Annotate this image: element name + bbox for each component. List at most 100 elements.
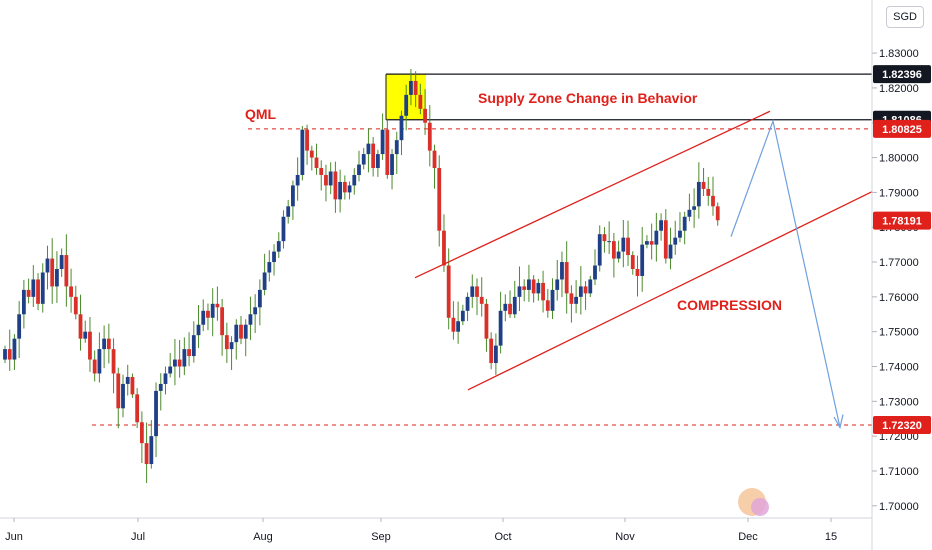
candle-body — [253, 307, 258, 315]
candle-body — [135, 394, 140, 423]
candle-body — [583, 286, 588, 294]
candle-body — [295, 174, 300, 186]
candle-body — [215, 303, 220, 308]
candle-body — [182, 349, 187, 367]
candle-body — [564, 262, 569, 294]
candle-body — [711, 195, 715, 207]
candle-body — [682, 216, 687, 231]
candle-body — [432, 150, 437, 169]
candle-body — [602, 234, 607, 242]
candle-body — [64, 255, 69, 287]
candle-body — [597, 234, 602, 266]
candle-body — [347, 185, 352, 193]
candle-body — [116, 373, 121, 409]
y-tick-label: 1.75000 — [879, 327, 919, 339]
candle-body — [88, 331, 92, 360]
projection-line — [730, 118, 841, 428]
candle-body — [380, 129, 385, 155]
candle-body — [73, 296, 78, 315]
candle-body — [319, 168, 324, 175]
candle-body — [31, 279, 36, 297]
candle-body — [69, 286, 73, 297]
candle-body — [352, 174, 357, 186]
y-tick-label: 1.74000 — [879, 362, 919, 374]
candle-body — [276, 241, 281, 252]
candle-body — [357, 164, 361, 175]
candle-body — [78, 314, 83, 339]
y-tick-label: 1.73000 — [879, 396, 919, 408]
candle-body — [234, 324, 239, 343]
candle-body — [616, 251, 621, 259]
candle-body — [300, 129, 305, 175]
candle-body — [479, 296, 484, 304]
candle-body — [106, 338, 111, 350]
candle-body — [536, 282, 541, 294]
candle-body — [512, 296, 517, 315]
candle-body — [541, 282, 545, 301]
candle-body — [654, 230, 659, 245]
candle-body — [173, 359, 177, 367]
candle-body — [621, 237, 626, 252]
candle-body — [578, 286, 583, 297]
y-tick-label: 1.83000 — [879, 48, 919, 60]
time-axis[interactable]: Jun Jul Aug Sep Oct Nov Dec 15 — [0, 517, 872, 543]
candle-body — [630, 255, 635, 270]
candle-body — [550, 289, 555, 311]
candle-body — [144, 443, 149, 465]
candle-body — [715, 206, 720, 221]
candle-body — [17, 314, 22, 339]
candle-body — [262, 272, 267, 290]
candle-body — [399, 115, 404, 141]
candle-body — [451, 317, 456, 332]
candle-body — [12, 338, 17, 360]
x-tick-label: Aug — [253, 531, 273, 543]
candle-body — [678, 230, 682, 238]
candle-body — [508, 303, 512, 315]
price-badge-label: 1.82396 — [882, 69, 922, 81]
candle-body — [503, 303, 508, 311]
y-tick-label: 1.80000 — [879, 153, 919, 165]
candle-body — [366, 143, 371, 155]
price-badge-label: 1.78191 — [882, 216, 922, 228]
y-tick-label: 1.72000 — [879, 431, 919, 443]
x-tick-label: Sep — [371, 531, 391, 543]
candle-body — [21, 289, 26, 315]
candle-body — [309, 150, 314, 158]
candle-body — [36, 279, 40, 304]
candle-body — [645, 241, 649, 245]
candle-body — [220, 307, 225, 336]
compression-channel — [414, 110, 873, 391]
candle-body — [437, 168, 442, 231]
price-badge-bg — [873, 211, 931, 230]
candle-body — [83, 331, 88, 339]
candle-body — [59, 255, 64, 270]
candle-body — [404, 94, 409, 116]
candle-body — [361, 154, 366, 165]
currency-badge[interactable]: SGD — [886, 6, 924, 28]
candle-body — [649, 241, 654, 245]
candle-body — [196, 324, 201, 336]
price-badge-bg — [873, 416, 931, 435]
candle-body — [663, 220, 668, 259]
projection-arrowhead — [833, 414, 844, 430]
candle-body — [163, 373, 168, 384]
candle-body — [446, 265, 451, 318]
candle-body — [574, 296, 579, 304]
candle-body — [158, 383, 163, 391]
candle-body — [149, 436, 154, 465]
price-badge-bg — [873, 119, 931, 138]
candle-body — [229, 342, 234, 350]
projection-path — [730, 118, 844, 430]
candle-body — [522, 286, 527, 290]
candle-body — [191, 335, 196, 357]
candle-body — [427, 122, 432, 151]
candle-body — [210, 303, 215, 318]
candle-body — [187, 349, 191, 357]
candle-body — [102, 338, 107, 350]
channel-lower-line — [467, 191, 873, 391]
candle-body — [239, 324, 243, 339]
candle-body — [121, 383, 125, 409]
candle-body — [272, 251, 276, 263]
candle-body — [257, 289, 262, 308]
